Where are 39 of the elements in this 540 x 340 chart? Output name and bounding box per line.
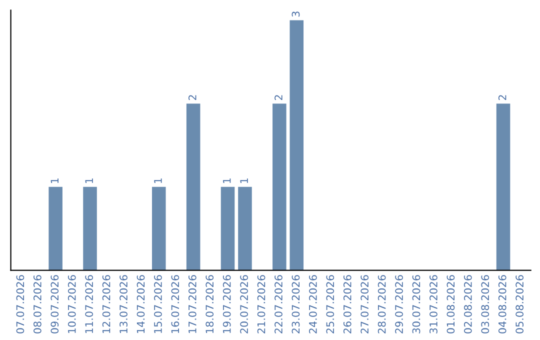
x-tick-label: 22.07.2026	[274, 275, 282, 334]
x-tick-label: 13.07.2026	[120, 275, 128, 333]
x-tick-label: 09.07.2026	[50, 275, 59, 334]
x-tick-label: 05.08.2026	[516, 275, 524, 334]
data-label: 1	[50, 178, 58, 184]
x-tick-label: 07.07.2026	[16, 275, 24, 334]
x-tick-label: 31.07.2026	[430, 275, 438, 334]
x-tick-label: 03.08.2026	[481, 275, 490, 334]
x-tick-label: 10.07.2026	[68, 275, 76, 333]
x-tick-label: 16.07.2026	[171, 275, 180, 333]
x-tick-label: 15.07.2026	[154, 275, 162, 333]
data-label: 2	[188, 95, 196, 100]
x-tick-label: 04.08.2026	[498, 275, 506, 334]
x-tick-label: 01.08.2026	[446, 275, 455, 334]
x-tick-label: 26.07.2026	[343, 275, 352, 334]
data-label: 2	[498, 95, 506, 100]
data-label: 1	[154, 178, 162, 184]
x-tick-label: 11.07.2026	[85, 275, 94, 333]
x-tick-label: 28.07.2026	[378, 275, 386, 334]
x-tick-label: 14.07.2026	[136, 275, 145, 333]
x-tick-label: 25.07.2026	[326, 275, 334, 334]
x-tick-label: 29.07.2026	[395, 275, 403, 334]
data-label: 1	[240, 178, 248, 184]
x-tick-label: 21.07.2026	[257, 275, 266, 334]
x-tick-label: 08.07.2026	[33, 275, 42, 334]
data-label: 2	[274, 95, 282, 100]
x-tick-label: 27.07.2026	[360, 275, 369, 334]
x-tick-label: 20.07.2026	[240, 275, 248, 334]
x-tick-label: 19.07.2026	[222, 275, 231, 333]
x-tick-label: 30.07.2026	[412, 275, 420, 334]
data-label: 1	[85, 178, 93, 184]
x-tick-label: 24.07.2026	[309, 275, 317, 334]
data-label: 3	[292, 12, 300, 17]
x-tick-label: 02.08.2026	[464, 275, 472, 334]
data-label: 1	[223, 178, 231, 184]
x-tick-label: 17.07.2026	[188, 275, 196, 333]
x-tick-label: 18.07.2026	[206, 275, 214, 333]
x-tick-label: 23.07.2026	[292, 275, 300, 334]
x-tick-label: 12.07.2026	[102, 275, 110, 333]
